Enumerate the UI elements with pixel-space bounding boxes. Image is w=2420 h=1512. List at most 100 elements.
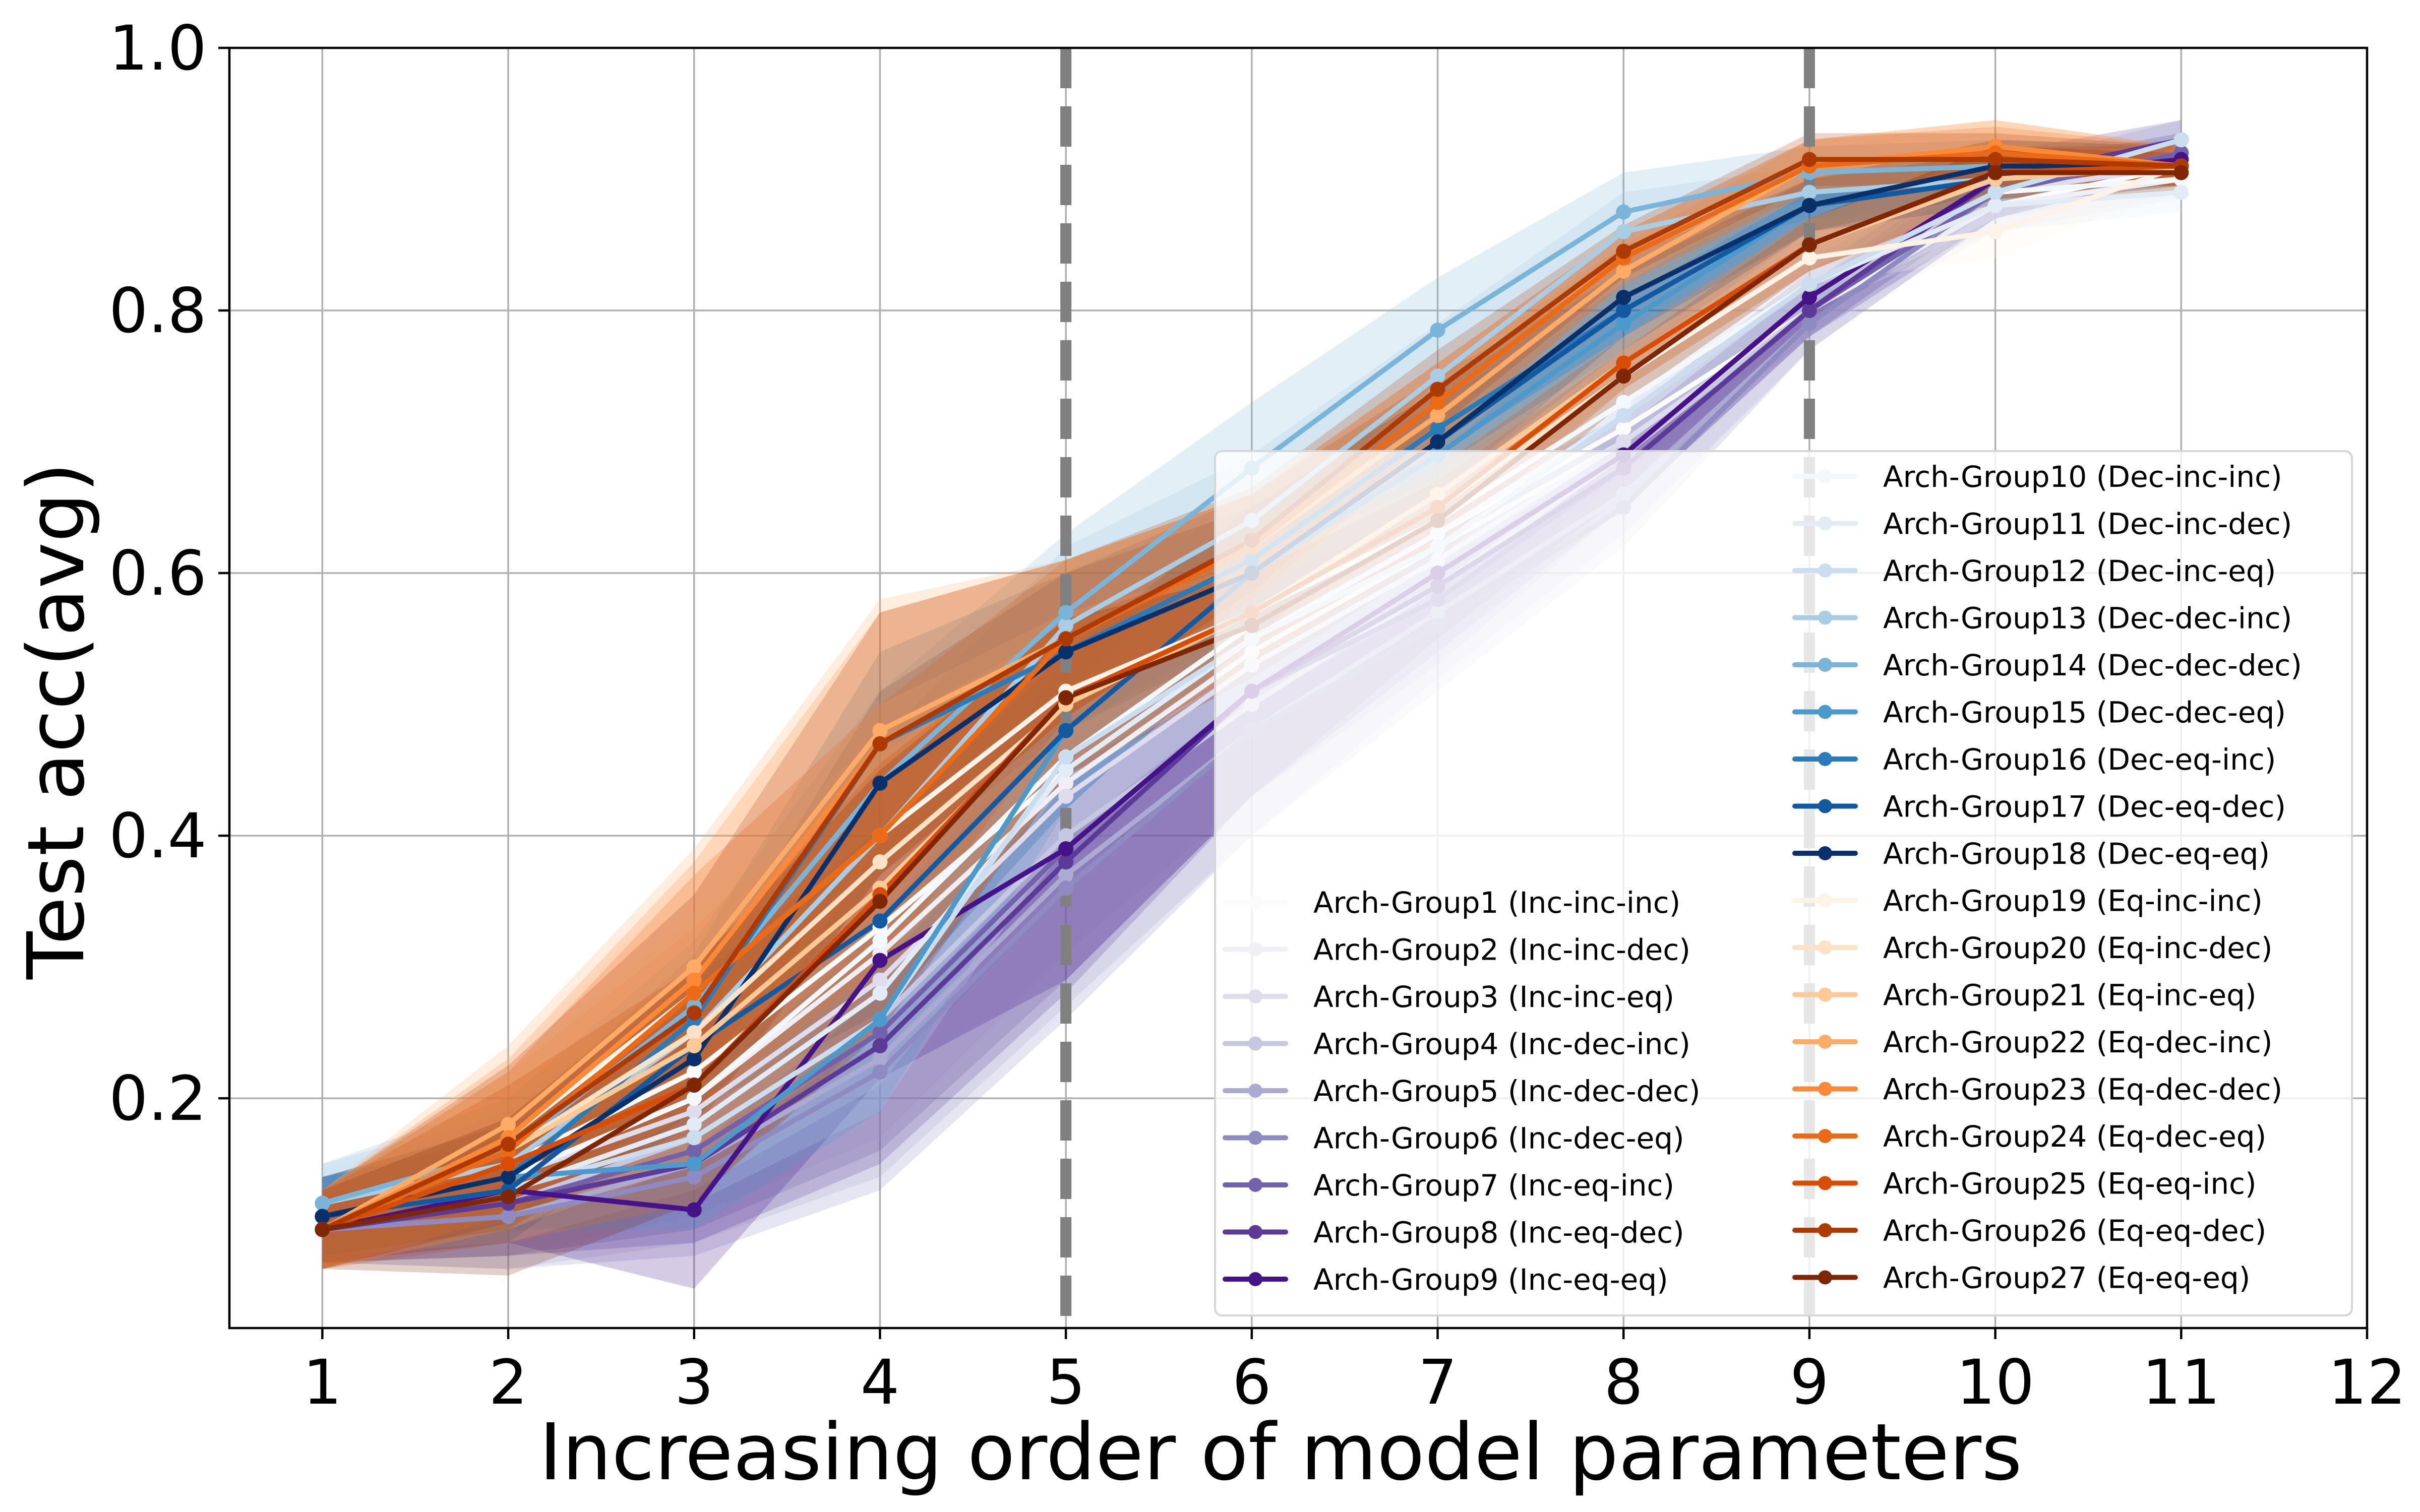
data-point — [1058, 788, 1074, 804]
legend: Arch-Group1 (Inc-inc-inc) Arch-Group2 (In… — [1214, 450, 2353, 1316]
legend-marker — [1818, 752, 1832, 766]
legend-marker — [1248, 1036, 1262, 1051]
legend-entry-label: Arch-Group2 (Inc-inc-dec) — [1313, 933, 1690, 967]
data-point — [1058, 690, 1074, 706]
data-point — [686, 1005, 702, 1021]
data-point — [1801, 152, 1817, 167]
legend-marker — [1248, 942, 1262, 957]
legend-entry-label: Arch-Group12 (Dec-inc-eq) — [1883, 554, 2276, 588]
x-tick-label: 3 — [675, 1347, 714, 1418]
data-point — [686, 1130, 702, 1146]
legend-marker — [1818, 610, 1832, 625]
data-point — [1801, 316, 1817, 332]
legend-entry-label: Arch-Group11 (Dec-inc-dec) — [1883, 507, 2292, 541]
data-point — [1058, 828, 1074, 844]
legend-entry-label: Arch-Group6 (Inc-dec-eq) — [1313, 1121, 1684, 1156]
data-point — [1987, 152, 2003, 167]
x-tick-label: 8 — [1604, 1347, 1643, 1418]
data-point — [501, 1209, 516, 1224]
data-point — [1058, 723, 1074, 738]
data-point — [1058, 841, 1074, 857]
y-axis-label: Test acc(avg) — [11, 462, 102, 980]
legend-marker — [1248, 1178, 1262, 1192]
data-point — [1058, 775, 1074, 791]
legend-entry-label: Arch-Group7 (Inc-eq-inc) — [1313, 1168, 1674, 1203]
data-point — [872, 1025, 888, 1040]
data-point — [1616, 408, 1631, 423]
data-point — [501, 1156, 516, 1172]
data-point — [315, 1222, 330, 1237]
data-point — [315, 1195, 330, 1211]
data-point — [1058, 749, 1074, 765]
legend-entry-label: Arch-Group22 (Eq-dec-inc) — [1883, 1025, 2273, 1059]
data-point — [686, 1202, 702, 1218]
data-point — [872, 985, 888, 1001]
legend-entry-label: Arch-Group1 (Inc-inc-inc) — [1313, 886, 1680, 920]
legend-entry-label: Arch-Group9 (Inc-eq-eq) — [1313, 1263, 1668, 1297]
data-point — [501, 1169, 516, 1185]
data-point — [686, 1051, 702, 1066]
data-point — [872, 913, 888, 929]
legend-box-right — [1214, 450, 2353, 1316]
data-point — [1801, 184, 1817, 200]
data-point — [2173, 132, 2189, 148]
legend-marker — [1818, 658, 1832, 672]
data-point — [501, 1189, 516, 1205]
data-point — [872, 1012, 888, 1027]
data-point — [1058, 644, 1074, 660]
x-tick-label: 1 — [303, 1347, 342, 1418]
legend-marker — [1818, 940, 1832, 955]
legend-marker — [1818, 846, 1832, 860]
x-tick-label: 6 — [1232, 1347, 1272, 1418]
data-point — [2173, 165, 2189, 180]
x-tick-label: 4 — [861, 1347, 900, 1418]
x-tick-label: 10 — [1956, 1347, 2034, 1418]
data-point — [1058, 762, 1074, 778]
legend-marker — [1818, 1035, 1832, 1049]
data-point — [872, 972, 888, 988]
legend-marker — [1818, 705, 1832, 719]
x-tick-label: 5 — [1046, 1347, 1085, 1418]
legend-marker — [1818, 1223, 1832, 1237]
y-tick-label: 0.4 — [109, 800, 207, 872]
data-point — [1430, 368, 1445, 384]
data-point — [686, 1156, 702, 1172]
data-point — [686, 1169, 702, 1185]
x-tick-label: 9 — [1790, 1347, 1829, 1418]
data-point — [872, 828, 888, 844]
data-point — [2173, 184, 2189, 200]
data-point — [1616, 303, 1631, 319]
legend-marker — [1818, 516, 1832, 531]
data-point — [1616, 434, 1631, 450]
legend-entry-label: Arch-Group20 (Eq-inc-dec) — [1883, 931, 2273, 965]
data-point — [686, 1091, 702, 1106]
data-point — [1430, 408, 1445, 423]
legend-entry-label: Arch-Group18 (Dec-eq-eq) — [1883, 837, 2270, 871]
legend-entry-label: Arch-Group16 (Dec-eq-inc) — [1883, 742, 2276, 777]
data-point — [1987, 224, 2003, 239]
x-tick-label: 2 — [489, 1347, 528, 1418]
x-tick-label: 12 — [2328, 1347, 2406, 1418]
data-point — [872, 854, 888, 870]
legend-marker — [1818, 987, 1832, 1002]
data-point — [1430, 382, 1445, 397]
legend-marker — [1248, 989, 1262, 1003]
legend-entry-label: Arch-Group17 (Dec-eq-dec) — [1883, 790, 2286, 824]
series-band-18 — [322, 140, 2182, 1256]
data-point — [686, 1064, 702, 1080]
data-point — [1616, 316, 1631, 332]
data-point — [1801, 303, 1817, 319]
legend-marker — [1248, 1225, 1262, 1239]
data-point — [1987, 165, 2003, 180]
data-point — [1430, 323, 1445, 338]
legend-entry-label: Arch-Group26 (Eq-eq-dec) — [1883, 1214, 2266, 1248]
data-point — [1616, 421, 1631, 436]
data-point — [1801, 289, 1817, 305]
legend-entry-label: Arch-Group3 (Inc-inc-eq) — [1313, 980, 1674, 1014]
data-point — [1616, 355, 1631, 371]
axes: 1 2 3 4 5 6 7 8 9 10 11 120.20.40.60.81.0 — [109, 13, 2406, 1418]
data-point — [686, 1117, 702, 1132]
data-point — [1616, 204, 1631, 220]
data-point — [872, 1051, 888, 1066]
data-point — [315, 1209, 330, 1224]
